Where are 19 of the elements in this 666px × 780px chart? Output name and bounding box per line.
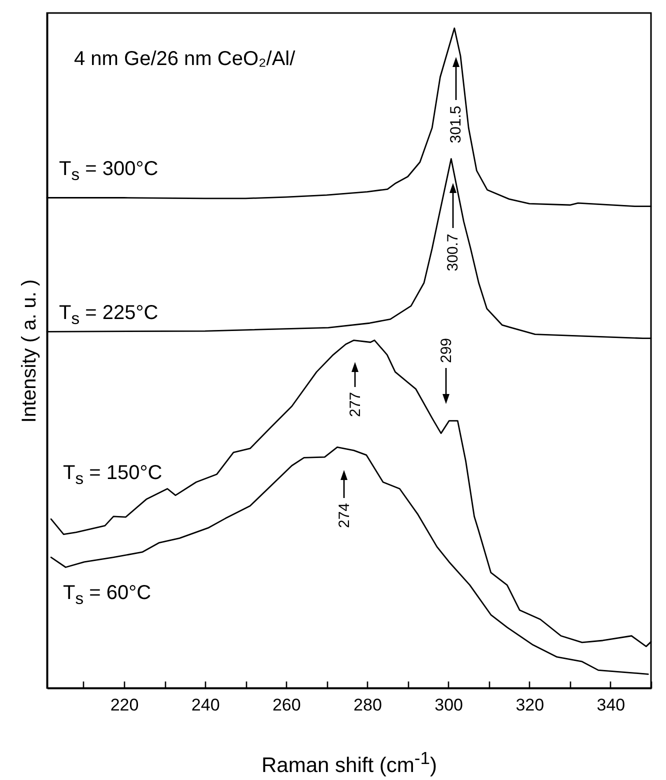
annotation: 299 <box>438 338 455 364</box>
series-label: T$_{s}$ = 300°C <box>59 158 158 184</box>
x-axis-title: Raman shift (cm$^{-1}$) <box>262 748 437 777</box>
x-tick-label: 240 <box>191 696 220 714</box>
y-axis-title: Intensity ( a. u. ) <box>18 279 40 423</box>
annotation: 274 <box>336 502 353 528</box>
annotation: 301.5 <box>447 105 464 143</box>
annotation: 300.7 <box>444 233 462 271</box>
x-tick-label: 260 <box>272 696 301 714</box>
series-label: T$_{s}$ = 225°C <box>59 302 158 328</box>
x-tick-label: 300 <box>434 696 464 714</box>
series-label: T$_{s}$ = 150°C <box>63 462 162 488</box>
x-tick-label: 220 <box>110 696 139 714</box>
annotation: 4 nm Ge/26 nm CeO₂/Al/ <box>74 48 296 70</box>
x-tick-label: 280 <box>354 696 382 714</box>
x-tick-label: 340 <box>596 696 626 714</box>
series-label: T$_{s}$ = 60°C <box>63 582 152 608</box>
annotation: 277 <box>346 392 364 418</box>
x-tick-label: 320 <box>516 696 544 714</box>
